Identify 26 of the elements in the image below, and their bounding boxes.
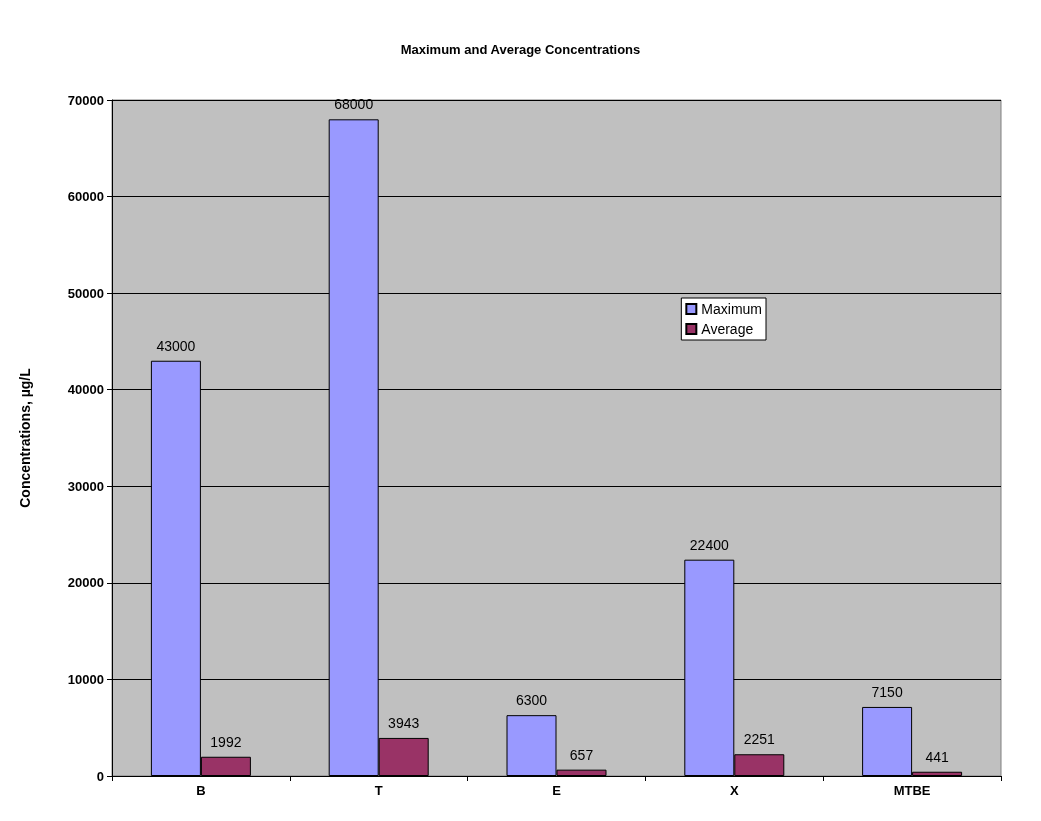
y-tick-label: 70000 [67,92,104,108]
data-label: 3943 [388,714,420,731]
y-tick-label: 60000 [67,189,104,205]
chart-title: Maximum and Average Concentrations [400,42,641,57]
y-tick-label: 40000 [67,382,104,398]
data-label: 7150 [871,683,903,700]
y-axis-title: Concentrations, µg/L [17,367,33,508]
data-label: 22400 [689,536,729,553]
x-tick-label: E [552,783,562,798]
y-tick-label: 10000 [67,671,104,687]
x-tick-label: B [196,783,206,798]
x-tick-label: X [729,783,739,798]
data-label: 6300 [515,692,548,709]
x-tick-label: T [374,783,383,798]
legend-label: Average [701,321,754,337]
data-label: 1992 [210,733,242,750]
data-label: 2251 [743,731,776,748]
data-label: 43000 [156,337,196,354]
data-label: 657 [569,746,594,763]
x-tick-label: MTBE [893,783,931,798]
data-label: 441 [925,748,949,765]
legend-label: Maximum [701,301,762,317]
y-tick-label: 0 [96,768,104,784]
y-tick-label: 50000 [67,285,104,301]
y-tick-label: 30000 [67,478,104,494]
y-tick-label: 20000 [67,575,104,591]
